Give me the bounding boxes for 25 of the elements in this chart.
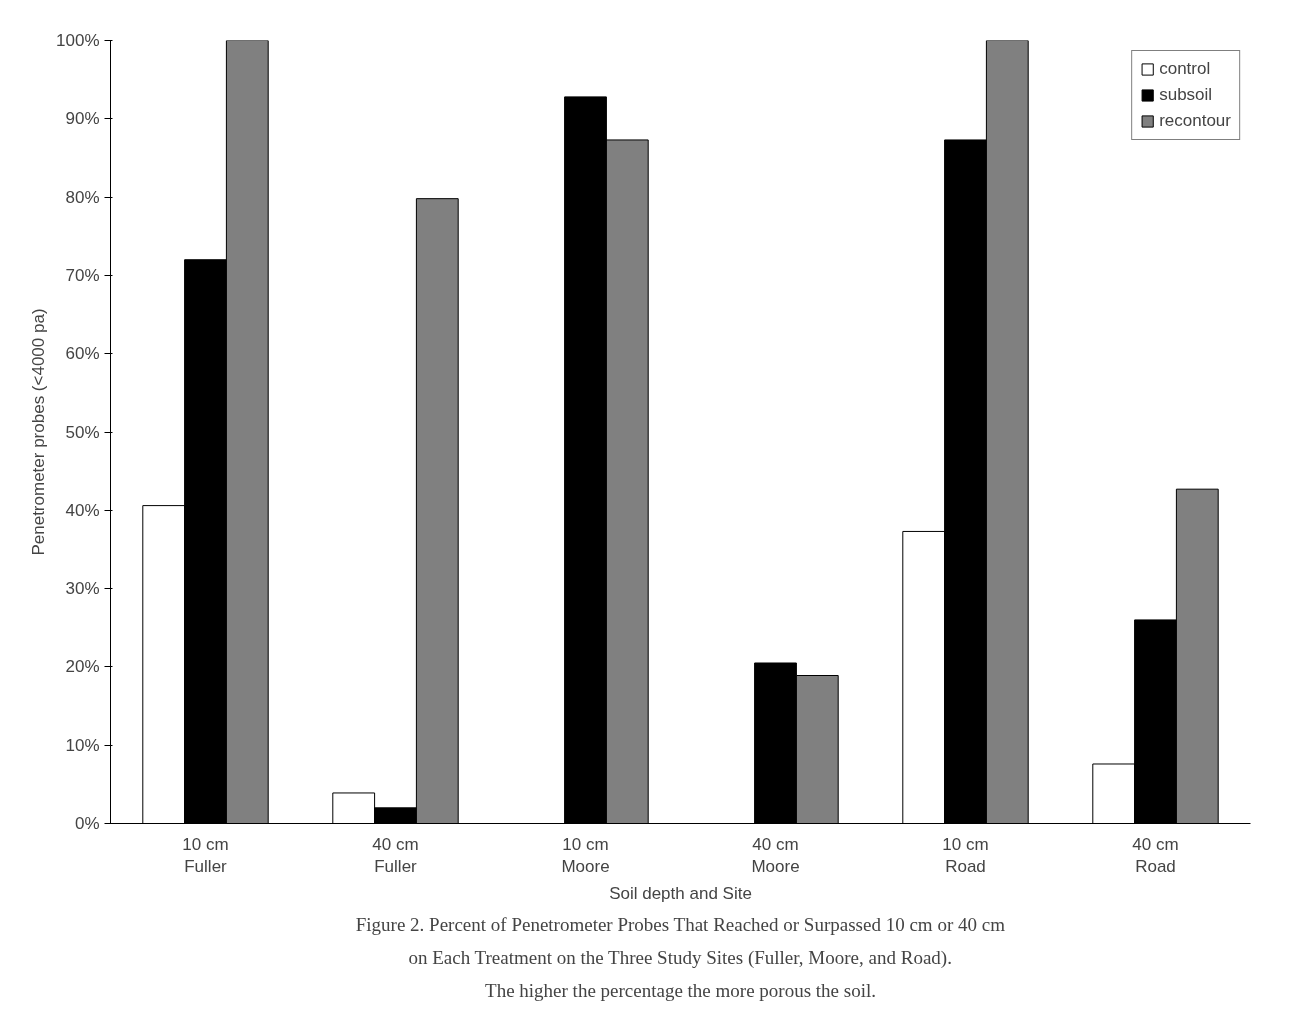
x-tick-label: 10 cm Fuller — [182, 834, 229, 877]
legend-label: control — [1159, 59, 1211, 79]
x-tick-label: 40 cm Moore — [751, 834, 800, 877]
y-tick-label: 20% — [65, 657, 100, 677]
y-tick-label: 50% — [65, 422, 100, 442]
text: The higher the percentage the more porous the soil. — [485, 979, 876, 1001]
caption: Figure 2. Percent of Penetrometer Probes That Reached or Surpassed 10 cm or 40 cm — [355, 913, 1006, 935]
y-tick-label: 60% — [65, 344, 100, 364]
y-tick-label: 100% — [56, 31, 100, 50]
legend-label: recontour — [1159, 111, 1231, 131]
y-tick-label: 40% — [65, 500, 100, 520]
x-tick-label: 40 cm Road — [1132, 834, 1179, 877]
x-tick-label: 40 cm Fuller — [372, 834, 419, 877]
y-tick-label: 70% — [65, 265, 100, 285]
x-tick-label: 10 cm Road — [942, 834, 989, 877]
x-tick-label: 10 cm Moore — [561, 834, 610, 877]
y-tick-label: 0% — [74, 814, 100, 833]
y-tick-label: 10% — [65, 735, 100, 755]
text: on Each Treatment on the Three Study Sites (Fuller, Moore, and Road). — [408, 946, 952, 969]
y-tick-label: 30% — [65, 579, 100, 599]
y-axis-title: Penetrometer probes (<4000 pa) — [29, 308, 49, 556]
y-tick-label: 90% — [65, 109, 100, 129]
legend-label: subsoil — [1159, 85, 1213, 105]
x-axis-title: Soil depth and Site — [609, 884, 752, 904]
y-tick-label: 80% — [65, 187, 100, 207]
